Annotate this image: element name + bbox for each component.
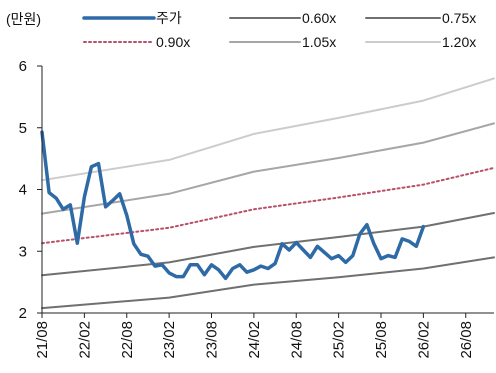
legend-label: 0.75x: [442, 10, 476, 26]
series-line-060x: [41, 256, 495, 310]
x-tick-label: 26/02: [415, 321, 432, 359]
series-line-105x: [41, 122, 495, 215]
x-ticks: 21/08 22/02 22/08 23/02 23/08 24/02 24/08 25/02…: [34, 313, 475, 359]
x-tick-label: 24/02: [246, 321, 263, 359]
legend-label: 1.05x: [302, 34, 336, 50]
series-line-120x: [41, 77, 495, 182]
x-tick-label: 21/08: [34, 321, 51, 359]
x-tick-label: 24/08: [288, 321, 305, 359]
y-tick-label: 2: [19, 305, 27, 322]
series-layer: [40, 77, 495, 310]
x-tick-label: 25/02: [331, 321, 348, 359]
x-tick-label: 22/08: [119, 321, 136, 359]
y-ticks: 2 3 4 5 6: [19, 58, 42, 322]
x-tick-label: 23/02: [161, 321, 178, 359]
unit-label: (만원): [6, 11, 41, 27]
x-tick-label: 22/02: [76, 321, 93, 359]
series-line-075x: [41, 212, 495, 277]
legend-label: 0.60x: [302, 10, 336, 26]
axes: [41, 66, 494, 314]
x-tick-label: 25/08: [373, 321, 390, 359]
legend-label: 1.20x: [442, 34, 476, 50]
series-line-price: [40, 130, 426, 281]
legend-label: 0.90x: [156, 34, 190, 50]
legend-label: 주가: [156, 10, 182, 26]
legend: 주가 0.60x 0.75x 0.90x 1.05x 1.20x: [82, 10, 476, 50]
y-tick-label: 6: [19, 58, 27, 75]
y-tick-label: 4: [19, 182, 27, 199]
x-tick-label: 23/08: [204, 321, 221, 359]
y-tick-label: 3: [19, 243, 27, 260]
x-tick-label: 26/08: [458, 321, 475, 359]
y-tick-label: 5: [19, 120, 27, 137]
series-line-090x: [41, 166, 495, 245]
